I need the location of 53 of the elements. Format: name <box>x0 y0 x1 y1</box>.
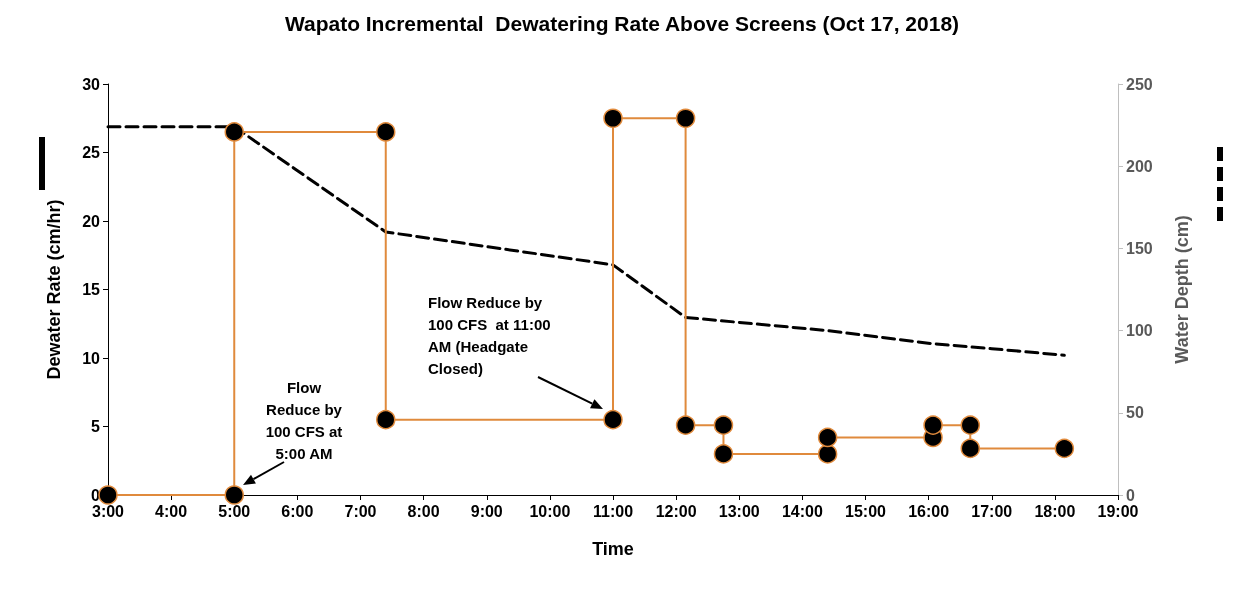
y2-tick-label: 250 <box>1126 75 1153 93</box>
y2-tick-label: 150 <box>1126 239 1153 257</box>
y-tick-label: 25 <box>82 144 101 161</box>
x-tick-label: 7:00 <box>344 502 377 520</box>
y2-axis-title: Water Depth (cm) <box>1172 215 1192 364</box>
x-tick-label: 16:00 <box>908 502 950 520</box>
x-tick-label: 17:00 <box>971 502 1013 520</box>
point <box>923 415 943 435</box>
y2-tick-label: 200 <box>1126 157 1153 175</box>
x-tick-label: 12:00 <box>655 502 697 520</box>
x-tick-label: 14:00 <box>781 502 823 520</box>
y2-tick-label: 0 <box>1126 486 1135 504</box>
point <box>675 108 696 128</box>
point <box>224 122 244 142</box>
x-tick-label: 13:00 <box>718 502 760 520</box>
point <box>98 485 118 505</box>
x-tick-label: 10:00 <box>529 502 571 520</box>
y-tick-label: 10 <box>82 349 101 367</box>
y-tick-label: 5 <box>91 418 101 435</box>
point <box>603 108 623 128</box>
x-tick-label: 18:00 <box>1034 502 1076 520</box>
x-tick-label: 15:00 <box>845 502 887 520</box>
annotation: Flow Reduce by 100 CFS at 11:00 AM (Headgate Closed) <box>428 293 551 377</box>
point <box>713 444 734 464</box>
point <box>817 427 838 448</box>
x-axis-title: Time <box>592 539 634 559</box>
x-tick-label: 8:00 <box>407 502 440 520</box>
chart-title: Wapato Incremental Dewatering Rate Above Screens (Oct 17, 2018) <box>284 12 960 35</box>
point <box>224 485 244 505</box>
x-tick-label: 3:00 <box>91 502 125 520</box>
x-tick-label: 9:00 <box>470 502 503 520</box>
y-tick-label: 30 <box>82 75 101 93</box>
point <box>713 415 734 435</box>
point <box>603 409 623 430</box>
y-tick-label: 0 <box>91 486 101 504</box>
point <box>376 122 396 142</box>
y2-tick-label: 50 <box>1126 404 1144 422</box>
x-tick-label: 4:00 <box>155 502 188 520</box>
y-tick-label: 15 <box>82 281 101 298</box>
x-tick-label: 19:00 <box>1097 502 1139 520</box>
annotation: Flow Reduce by 100 CFS at 5:00 AM <box>265 378 343 462</box>
x-tick-label: 5:00 <box>218 502 251 520</box>
x-tick-label: 6:00 <box>281 502 314 520</box>
point <box>675 415 696 435</box>
point <box>817 444 838 464</box>
point <box>376 409 396 430</box>
point <box>960 415 981 435</box>
point <box>960 438 981 459</box>
point <box>1054 438 1075 459</box>
y2-tick-label: 100 <box>1126 322 1153 340</box>
y-axis-title: Dewater Rate (cm/hr) <box>44 199 64 380</box>
x-tick-label: 11:00 <box>592 502 634 520</box>
y-tick-label: 20 <box>82 212 101 230</box>
